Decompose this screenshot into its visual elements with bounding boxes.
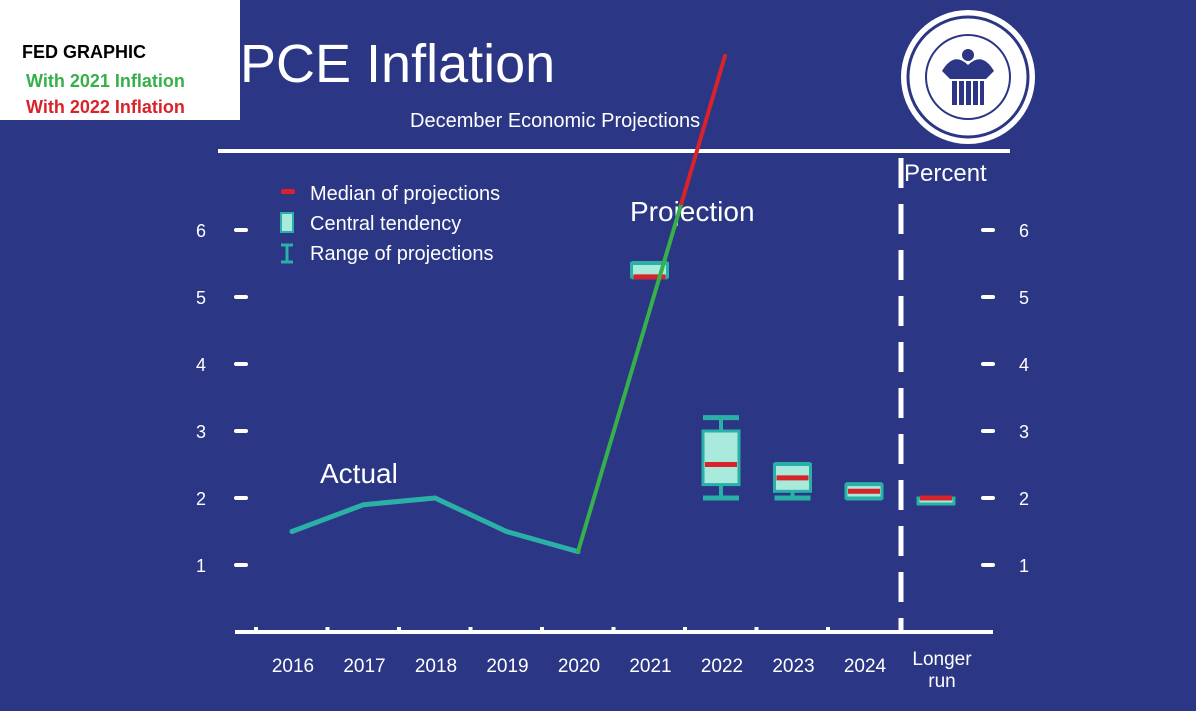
y-tick-label-left: 4 [196, 355, 206, 375]
percent-label: Percent [904, 160, 987, 187]
y-tick-label-right: 1 [1019, 556, 1029, 576]
y-tick-label-left: 6 [196, 221, 206, 241]
x-axis-labels: 2016 2017 2018 2019 2020 2021 2022 2023 2024 Long… [272, 649, 972, 692]
overlay-line-2022 [679, 53, 727, 206]
overlay-line-2021 [576, 201, 684, 554]
chart-title: PCE Inflation [240, 34, 555, 94]
overlay-2021-line-label: With 2021 Inflation [26, 71, 185, 91]
x-axis-ticks [254, 627, 830, 632]
central-tendency-box [701, 429, 741, 487]
x-tick-label: 2020 [558, 656, 600, 677]
y-tick-label-right: 2 [1019, 489, 1029, 509]
x-tick-label: 2021 [629, 656, 671, 677]
y-tick-label-right: 4 [1019, 355, 1029, 375]
x-tick-label: 2016 [272, 656, 314, 677]
y-tick-label-left: 3 [196, 422, 206, 442]
x-tick-label: 2019 [486, 656, 528, 677]
annotation-projection: Projection [630, 196, 755, 227]
actual-point [361, 502, 366, 508]
y-tick-label-left: 1 [196, 556, 206, 576]
x-tick-label: 2018 [415, 656, 457, 677]
actual-point [432, 495, 438, 501]
actual-series [289, 495, 581, 555]
overlay-2022-line-label: With 2022 Inflation [26, 97, 185, 117]
legend-central-tendency-swatch [280, 212, 294, 233]
overlay-lines [576, 53, 727, 554]
overlay-caption: FED GRAPHIC With 2021 Inflation With 202… [0, 0, 240, 120]
x-tick-label: 2024 [844, 656, 887, 677]
y-tick-label-left: 2 [196, 489, 206, 509]
federal-reserve-seal-icon [901, 10, 1035, 144]
x-tick-label: Longer run [912, 649, 972, 692]
legend-range-swatch [281, 243, 293, 264]
legend: Median of projections Central tendency R… [280, 183, 500, 265]
y-axis-right: 1 2 3 4 5 6 [981, 221, 1029, 576]
overlay-label: FED GRAPHIC [22, 42, 147, 62]
legend-item-central-tendency: Central tendency [310, 213, 461, 235]
y-tick-label-right: 5 [1019, 288, 1029, 308]
y-axis-left: 1 2 3 4 5 6 [196, 221, 248, 576]
actual-point [504, 529, 509, 534]
legend-item-median: Median of projections [310, 183, 500, 205]
annotation-actual: Actual [320, 458, 398, 489]
y-tick-label-right: 3 [1019, 422, 1029, 442]
x-tick-label: 2023 [772, 656, 814, 677]
chart-subtitle: December Economic Projections [410, 110, 700, 132]
actual-line [289, 495, 581, 555]
projection-boxes [630, 261, 956, 506]
x-tick-label: 2017 [343, 656, 385, 677]
x-tick-label: 2022 [701, 656, 743, 677]
y-tick-label-right: 6 [1019, 221, 1029, 241]
legend-median-swatch [281, 189, 295, 194]
actual-point [289, 529, 295, 534]
y-tick-label-left: 5 [196, 288, 206, 308]
legend-item-range: Range of projections [310, 243, 493, 265]
